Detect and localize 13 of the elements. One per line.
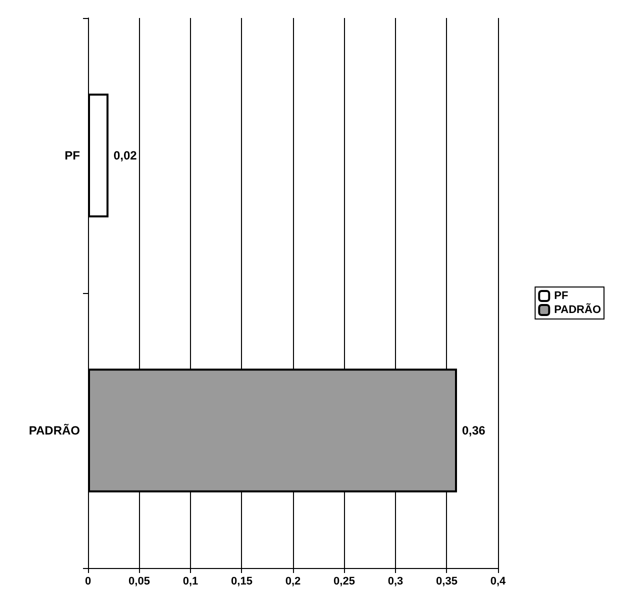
x-tick-label: 0,15: [231, 576, 252, 588]
x-tick-label: 0,1: [182, 576, 198, 588]
x-tick-label: 0,3: [388, 576, 404, 588]
x-tick-label: 0,25: [334, 576, 355, 588]
legend-label: PADRÃO: [554, 303, 602, 316]
data-label: 0,36: [462, 424, 486, 438]
legend-label: PF: [554, 290, 568, 302]
data-label: 0,02: [114, 148, 138, 162]
x-tick-label: 0,05: [128, 576, 150, 588]
x-tick-label: 0,4: [490, 576, 507, 588]
x-tick-label: 0,35: [436, 576, 458, 588]
x-tick-label: 0,2: [285, 576, 301, 588]
x-tick-label: 0: [84, 576, 92, 588]
